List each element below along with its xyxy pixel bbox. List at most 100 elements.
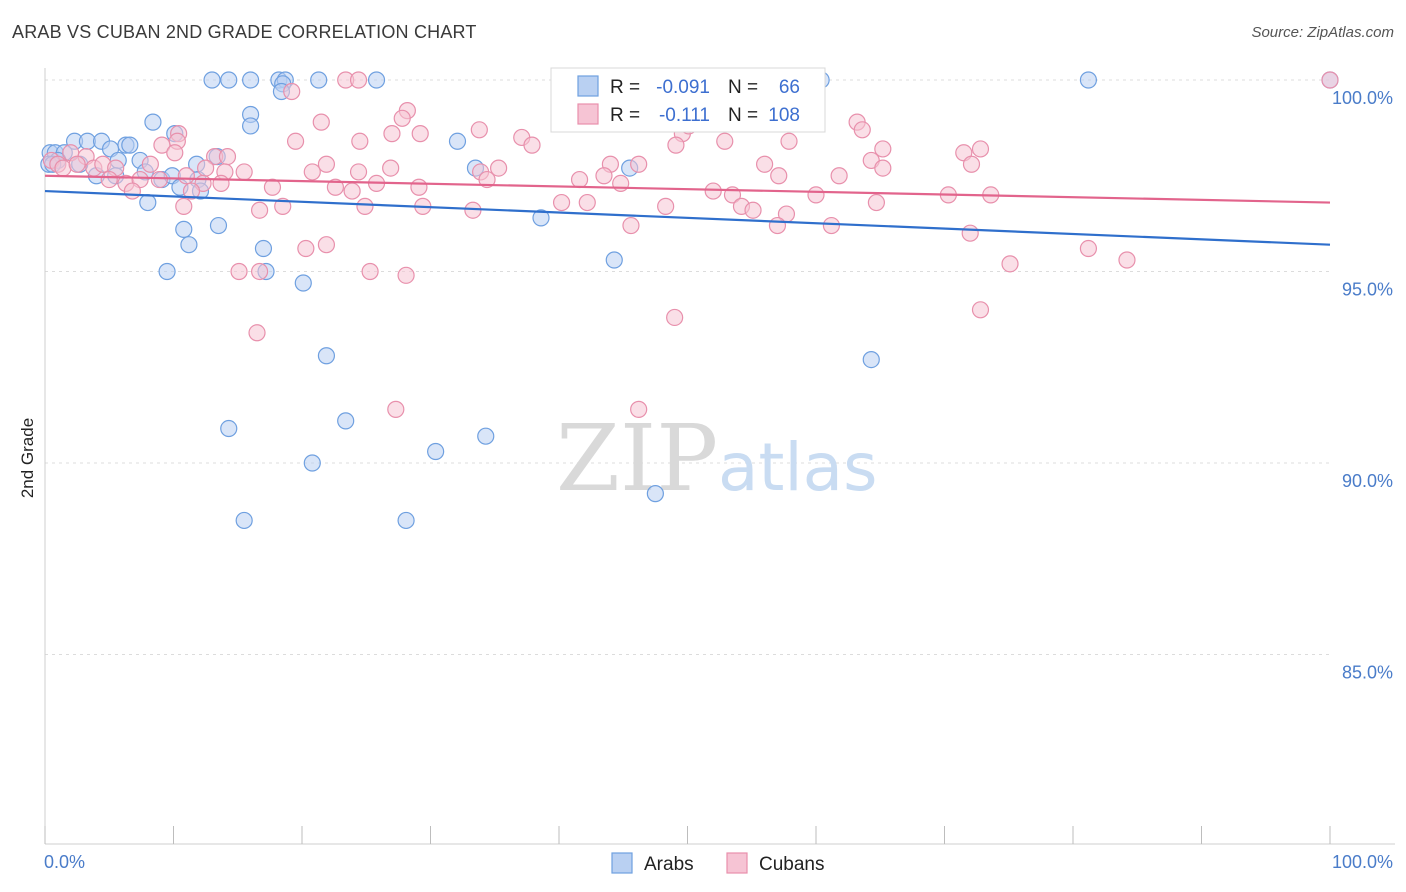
y-tick-label: 90.0% (1342, 471, 1393, 491)
cubans-point (235, 163, 253, 181)
cubans-point (361, 262, 379, 281)
cubans-point (166, 144, 184, 162)
arabs-bottom-swatch (611, 852, 633, 874)
cubans-point (1001, 255, 1019, 273)
cubans-point (382, 159, 400, 177)
cubans-point (523, 136, 541, 154)
source-label: Source: ZipAtlas.com (1251, 24, 1394, 41)
cubans-point (780, 132, 798, 150)
cubans-point (383, 125, 401, 143)
cubans-point (666, 308, 684, 327)
arabs-point (397, 511, 415, 530)
cubans-point (250, 262, 269, 281)
cubans-point (411, 125, 429, 143)
cubans-point (971, 140, 990, 158)
arabs-point (294, 274, 312, 292)
x-tick-label-max: 100.0% (1332, 852, 1393, 872)
cubans-point (830, 167, 848, 185)
cubans-point (822, 216, 841, 235)
arabs-trend-line (44, 189, 1331, 246)
arabs-point (427, 442, 445, 461)
cubans-point (768, 216, 787, 235)
cubans-point (351, 132, 369, 150)
legend-r-label: R = (610, 77, 640, 98)
cubans-point (961, 224, 979, 242)
cubans-point (54, 159, 72, 177)
arabs-point (605, 251, 623, 269)
watermark-atlas: atlas (718, 429, 878, 506)
arabs-point (209, 216, 228, 235)
arabs-point (254, 239, 273, 258)
cubans-bottom-label: Cubans (759, 854, 825, 875)
y-tick-label: 100.0% (1332, 88, 1393, 108)
cubans-point (744, 201, 762, 219)
axes (44, 68, 1395, 845)
arabs-point (317, 347, 336, 365)
cubans-point (570, 170, 589, 189)
cubans-point (349, 163, 368, 181)
cubans-point (349, 71, 368, 89)
arabs-point (235, 511, 253, 530)
legend-n-label: N = (728, 105, 758, 126)
arabs-point (144, 113, 162, 131)
chart-title: ARAB VS CUBAN 2ND GRADE CORRELATION CHAR… (12, 22, 477, 42)
cubans-point (716, 132, 734, 150)
y-axis-title: 2nd Grade (18, 418, 37, 498)
arabs-point (242, 117, 260, 135)
cubans-point (274, 197, 292, 215)
cubans-point (807, 186, 825, 204)
cubans-point (470, 121, 488, 139)
cubans-point (667, 136, 685, 154)
arabs-point (175, 220, 193, 238)
watermark: ZIP atlas (556, 405, 878, 512)
arabs-point (367, 71, 386, 89)
cubans-bottom-swatch (726, 852, 748, 874)
tick-labels: 100.0% 95.0% 90.0% 85.0% 0.0% 100.0% (44, 88, 1393, 872)
arabs-point (477, 427, 495, 445)
cubans-point (317, 236, 336, 254)
arabs-point (532, 209, 550, 227)
cubans-point (175, 197, 193, 215)
cubans-point (141, 155, 159, 173)
y-tick-label: 85.0% (1342, 663, 1393, 683)
cubans-point (212, 174, 230, 193)
cubans-point (326, 178, 345, 196)
cubans-point (874, 140, 892, 158)
cubans-point (962, 155, 981, 173)
legend-r-value: -0.091 (656, 77, 710, 98)
cubans-point (867, 193, 885, 212)
cubans-point (755, 155, 774, 173)
cubans-point (177, 167, 195, 185)
arabs-bottom-label: Arabs (644, 854, 694, 875)
cubans-legend-swatch (577, 103, 599, 125)
arabs-point (158, 262, 176, 281)
cubans-point (123, 182, 141, 200)
cubans-point (853, 121, 871, 139)
arabs-point (337, 412, 355, 430)
cubans-point (356, 197, 374, 215)
cubans-point (303, 163, 321, 181)
cubans-point (657, 197, 675, 215)
cubans-point (297, 239, 315, 258)
cubans-point (312, 113, 330, 131)
cubans-point (263, 178, 282, 196)
cubans-point (612, 174, 630, 193)
cubans-point (1118, 251, 1136, 269)
arabs-point (139, 193, 157, 212)
bottom-legend: Arabs Cubans (611, 852, 825, 875)
cubans-point (1079, 239, 1098, 258)
arabs-point (1079, 71, 1098, 89)
watermark-zip: ZIP (556, 405, 718, 512)
cubans-point (250, 201, 269, 219)
arabs-point (180, 236, 198, 254)
legend-n-value: 66 (779, 77, 800, 98)
legend-r-value: -0.111 (659, 105, 710, 126)
arabs-point (303, 454, 321, 472)
arabs-point (220, 71, 238, 89)
arabs-point (646, 485, 664, 503)
legend-n-label: N = (728, 77, 758, 98)
trend-lines (44, 174, 1331, 246)
cubans-point (393, 109, 411, 127)
y-tick-label: 95.0% (1342, 280, 1393, 300)
